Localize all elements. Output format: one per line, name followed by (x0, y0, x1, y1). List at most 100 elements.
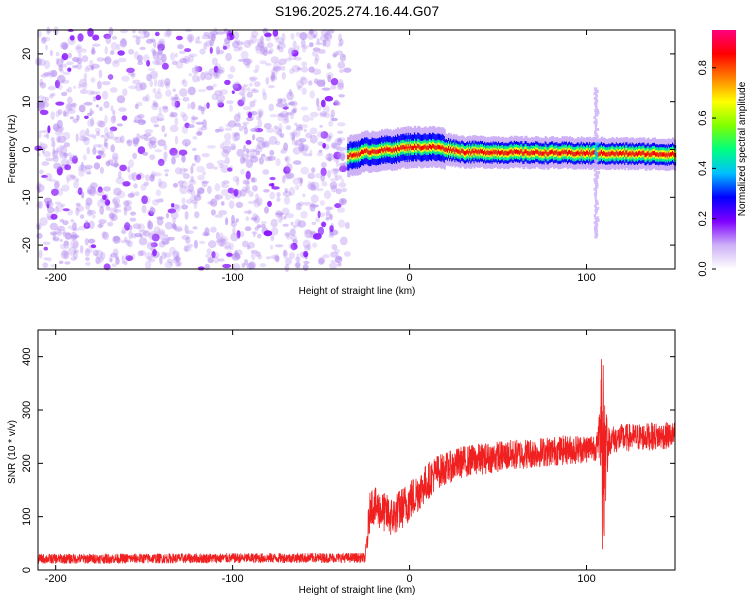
noise-cell (186, 33, 195, 42)
noise-cell (299, 32, 308, 41)
noise-cell (132, 223, 142, 230)
noise-cell (187, 243, 194, 248)
noise-cell (40, 130, 49, 133)
signal-cell (459, 150, 462, 155)
noise-cell (76, 114, 80, 121)
noise-cell (98, 69, 103, 79)
signal-cell (519, 150, 522, 155)
noise-cell (103, 101, 110, 109)
signal-cell (469, 148, 472, 154)
signal-cell (627, 152, 630, 157)
noise-cell (241, 93, 246, 100)
noise-cell (273, 125, 279, 130)
noise-cell (259, 60, 268, 65)
noise-cell (88, 187, 97, 197)
signal-cell (591, 151, 594, 156)
noise-cell (218, 126, 224, 133)
noise-cell (61, 53, 69, 61)
noise-cell (103, 186, 111, 192)
noise-cell (178, 180, 184, 187)
signal-cell (487, 150, 490, 155)
noise-cell (116, 44, 121, 51)
y-tick-label: 200 (21, 454, 33, 472)
noise-cell (143, 181, 149, 187)
noise-cell (277, 214, 283, 224)
noise-cell (285, 213, 295, 219)
noise-cell (179, 167, 186, 176)
noise-cell (72, 175, 77, 181)
burst-cell (595, 106, 598, 110)
noise-cell (85, 261, 91, 266)
noise-cell (123, 260, 128, 266)
signal-cell (442, 146, 445, 151)
noise-cell (218, 232, 224, 239)
noise-cell (278, 58, 287, 66)
noise-cell (188, 73, 193, 77)
noise-cell (87, 185, 96, 195)
noise-cell (247, 39, 254, 45)
noise-cell (128, 48, 135, 55)
noise-cell (131, 72, 136, 78)
noise-cell (129, 217, 137, 222)
noise-cell (265, 35, 271, 42)
noise-cell (278, 123, 283, 132)
noise-cell (238, 125, 244, 132)
noise-cell (132, 79, 141, 85)
noise-cell (334, 248, 340, 254)
noise-cell (323, 112, 331, 118)
burst-cell (593, 192, 598, 196)
noise-cell (215, 46, 220, 55)
noise-cell (36, 201, 42, 209)
noise-cell (48, 178, 56, 183)
noise-cell (171, 60, 178, 66)
signal-cell (365, 148, 368, 154)
noise-cell (200, 106, 205, 115)
signal-cell (411, 145, 414, 150)
noise-cell (164, 133, 167, 138)
noise-cell (62, 110, 67, 117)
noise-cell (276, 45, 281, 50)
noise-cell (124, 253, 129, 260)
noise-cell (157, 178, 163, 187)
colorbar-tick-label: 0.0 (697, 261, 709, 276)
noise-cell (195, 121, 204, 125)
noise-cell (158, 181, 168, 189)
noise-cell (282, 223, 289, 227)
noise-cell (334, 203, 342, 209)
noise-cell (201, 180, 209, 184)
signal-cell (423, 144, 426, 150)
noise-cell (209, 46, 213, 54)
noise-cell (295, 260, 301, 269)
noise-cell (300, 66, 309, 73)
signal-cell (536, 149, 539, 154)
noise-cell (256, 141, 266, 150)
spectrogram-burst (593, 87, 601, 239)
noise-cell (45, 157, 55, 162)
noise-cell (268, 103, 275, 112)
signal-cell (451, 149, 454, 154)
signal-cell (564, 150, 567, 155)
noise-cell (139, 82, 147, 91)
noise-cell (232, 83, 239, 89)
noise-cell (175, 261, 181, 267)
noise-cell (95, 94, 102, 101)
noise-cell (227, 187, 235, 194)
noise-cell (329, 213, 333, 221)
noise-cell (92, 214, 96, 219)
noise-cell (337, 82, 345, 90)
noise-cell (44, 96, 50, 102)
signal-cell (467, 149, 470, 154)
noise-cell (196, 165, 205, 173)
noise-cell (112, 196, 121, 206)
noise-cell (338, 219, 346, 228)
noise-cell (187, 184, 194, 193)
noise-cell (233, 47, 241, 52)
noise-cell (104, 199, 111, 206)
colorbar-tick-label: 0.8 (697, 60, 709, 75)
noise-cell (118, 107, 127, 112)
noise-cell (323, 190, 332, 200)
noise-cell (43, 197, 53, 204)
noise-cell (234, 113, 241, 123)
signal-cell (587, 150, 590, 155)
noise-cell (250, 249, 258, 254)
